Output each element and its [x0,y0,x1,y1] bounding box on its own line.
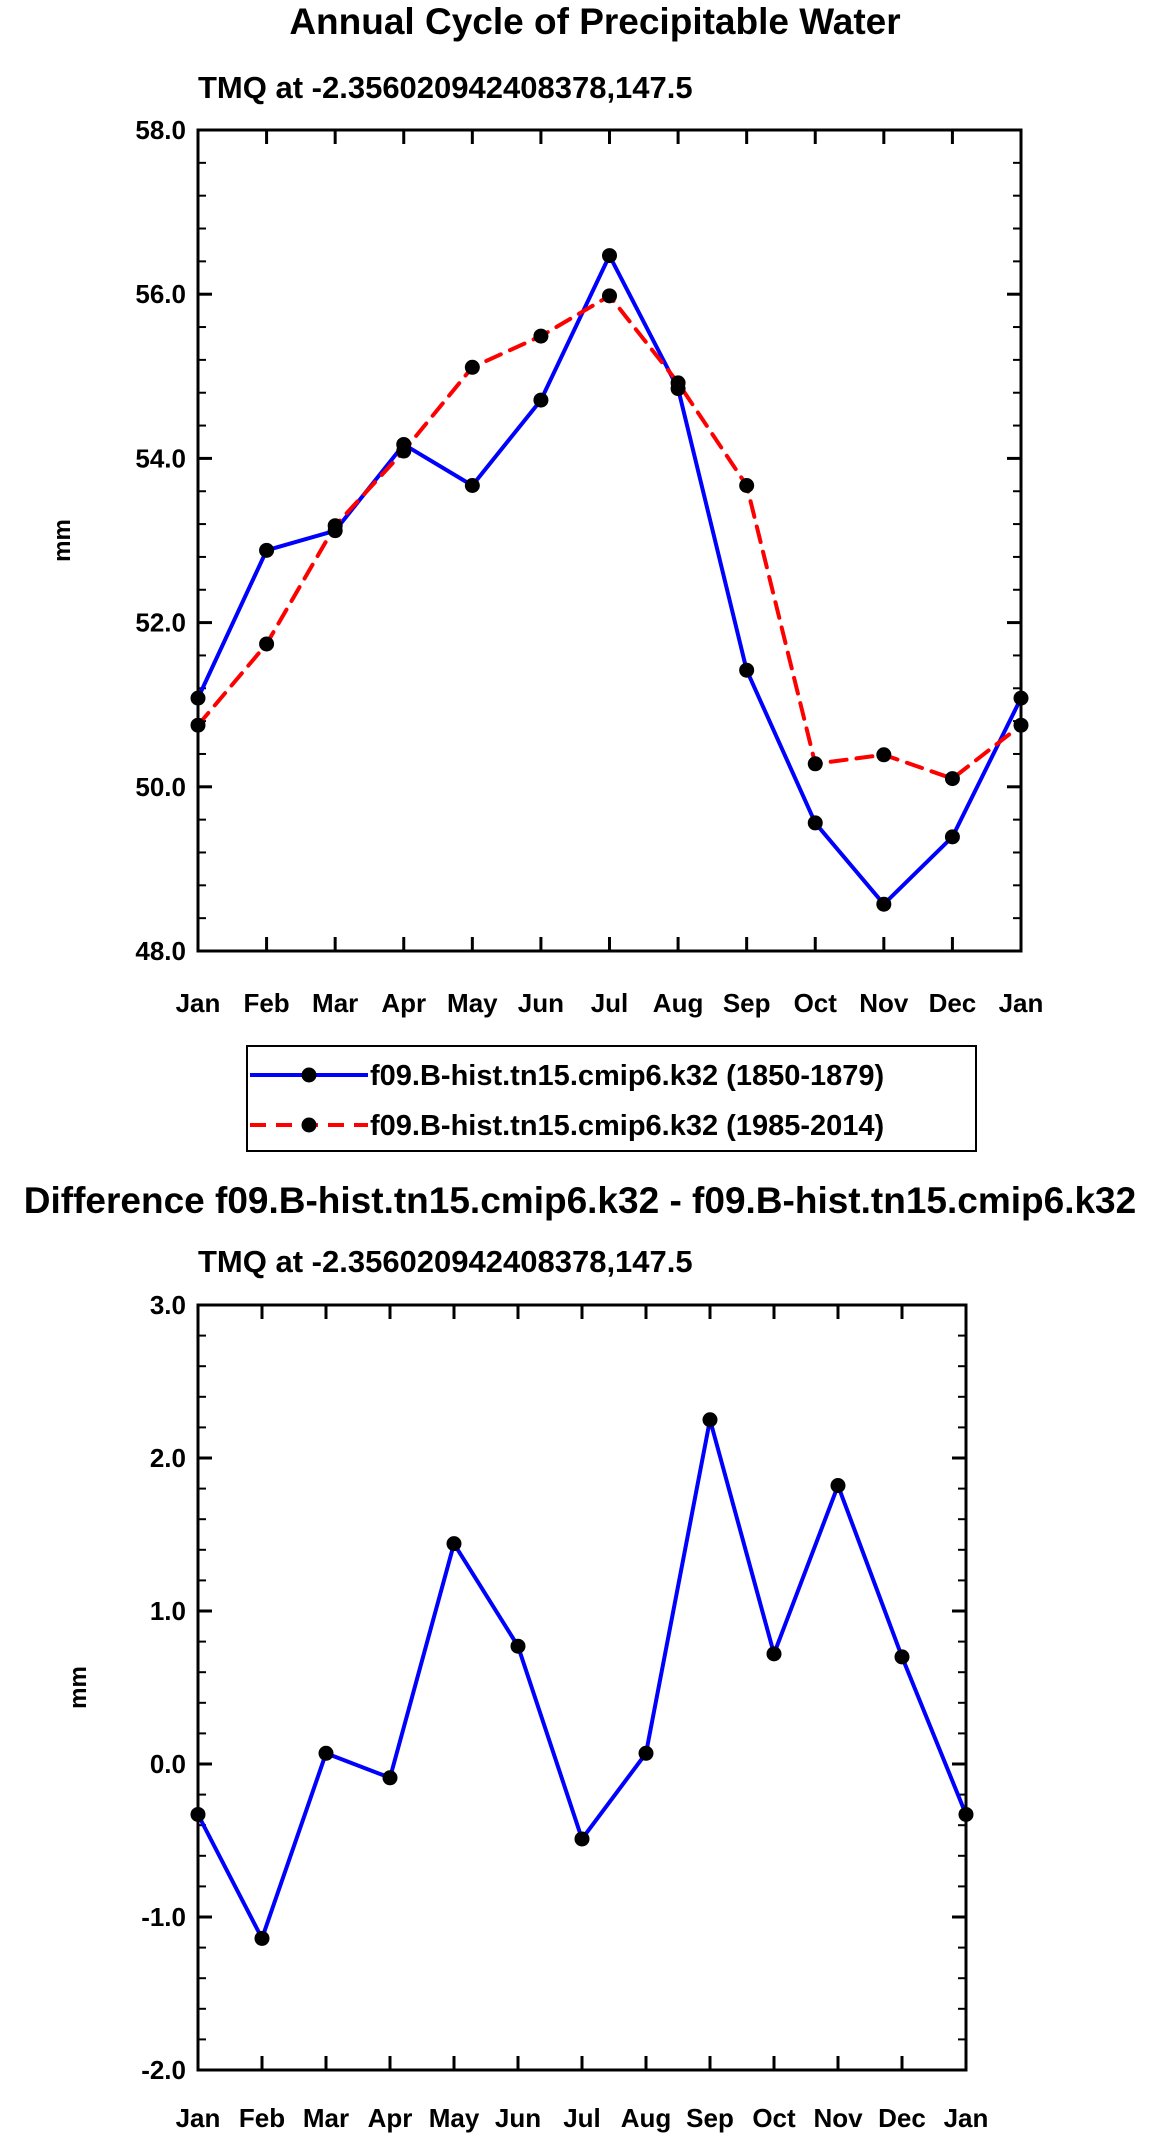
chart1-series-2-point [190,717,206,733]
chart1-series-1-line [196,253,1023,907]
chart2-series-1-point [382,1770,398,1786]
chart2-ylabel: mm [65,1666,92,1709]
chart2-series-1-point [254,1930,270,1946]
chart2-xtick-label: Mar [303,2103,349,2133]
chart2-subtitle: TMQ at -2.356020942408378,147.5 [198,1244,693,1279]
chart1-ytick-label: 48.0 [135,936,186,966]
chart1-xtick-label: May [447,988,498,1018]
chart2-xtick-label: Nov [813,2103,863,2133]
chart1-legend-marker-2 [301,1117,317,1133]
chart1-series-2-point [944,771,960,787]
chart1-series-1-point [807,815,823,831]
chart1-series-2-point [259,636,275,652]
chart2-xtick-label: Jan [944,2103,989,2133]
chart1-ytick-label: 58.0 [135,115,186,145]
chart2-title: Difference f09.B-hist.tn15.cmip6.k32 - f… [24,1180,1136,1221]
chart1-series-2-point [464,359,480,375]
chart1-legend-box [246,1045,977,1152]
chart2-xtick-label: Jul [563,2103,601,2133]
chart1-series-2-point [876,747,892,763]
chart1-series-2-point [533,328,549,344]
chart2-series-1-point [638,1745,654,1761]
chart1-legend-marker-1 [301,1067,317,1083]
chart2-series-1-point [446,1536,462,1552]
chart1-series-1-point [876,896,892,912]
chart1-xtick-label: Jan [176,988,221,1018]
chart2-xtick-label: May [429,2103,480,2133]
chart2-series-1-point [766,1646,782,1662]
chart1-series-1-point [602,248,617,264]
chart2-series-1-point [958,1806,974,1822]
chart2-xtick-label: Jun [495,2103,541,2133]
chart1-series-1-point [739,662,755,678]
chart1-xtick-label: Mar [312,988,358,1018]
chart2-series-1-point [574,1831,590,1847]
chart1-series-2-line [196,293,1023,781]
chart2-series-1-point [830,1478,846,1494]
chart1-series-2-point [1013,717,1029,733]
chart2-xtick-label: Jan [176,2103,221,2133]
chart1-ytick-label: 54.0 [135,443,186,473]
chart2-series-1-line [196,1417,968,1941]
chart1-series-2-point [739,477,755,493]
chart2-xtick-label: Sep [686,2103,734,2133]
chart2-xtick-label: Dec [878,2103,926,2133]
chart1-xtick-label: Feb [243,988,289,1018]
chart1-xtick-label: Jul [591,988,629,1018]
chart1-title: Annual Cycle of Precipitable Water [289,1,900,42]
chart1-ytick-label: 52.0 [135,608,186,638]
chart1-series-2-point [602,288,617,304]
chart1-legend-label-1: f09.B-hist.tn15.cmip6.k32 (1850-1879) [370,1060,884,1092]
chart1-xtick-label: Nov [859,988,909,1018]
chart1-subtitle: TMQ at -2.356020942408378,147.5 [198,70,693,105]
chart1-xtick-label: Jan [999,988,1044,1018]
chart1-xtick-label: Sep [723,988,771,1018]
chart1-ytick-label: 50.0 [135,772,186,802]
chart2-xtick-label: Aug [621,2103,672,2133]
chart2-series-1-point [190,1806,206,1822]
chart2-xtick-label: Feb [239,2103,285,2133]
chart1-series-2-point [327,518,343,534]
chart1-xtick-label: Aug [653,988,704,1018]
chart2-plot-frame [196,1303,968,2072]
chart2-ytick-label: 2.0 [150,1443,186,1473]
chart1-xtick-label: Dec [929,988,977,1018]
chart1-series-1-point [464,477,480,493]
chart1-xtick-label: Apr [381,988,426,1018]
chart1-ylabel: mm [49,519,76,562]
chart1-legend-label-2: f09.B-hist.tn15.cmip6.k32 (1985-2014) [370,1110,884,1142]
chart1-xtick-label: Oct [794,988,838,1018]
chart1-xtick-label: Jun [518,988,564,1018]
chart1-series-2-point [396,443,412,459]
chart2-xtick-label: Oct [752,2103,796,2133]
chart2-series-1-point [318,1745,334,1761]
chart2-ytick-label: 1.0 [150,1596,186,1626]
chart2-ytick-label: -2.0 [141,2055,186,2085]
chart1-series-1-point [533,392,549,408]
chart2-xtick-label: Apr [368,2103,413,2133]
chart2-ytick-label: 0.0 [150,1749,186,1779]
chart1-series-1-point [190,690,206,706]
chart1-series-1-point [259,542,275,558]
chart1-series-1-point [1013,690,1029,706]
chart1-ytick-label: 56.0 [135,279,186,309]
chart2-series-1-point [702,1412,718,1428]
chart2-series-1-point [510,1638,526,1654]
chart2-series-1-point [894,1649,910,1665]
chart1-series-2-point [807,756,823,772]
chart2-ytick-label: 3.0 [150,1290,186,1320]
chart1-series-2-point [670,375,686,391]
chart2-ytick-label: -1.0 [141,1902,186,1932]
chart1-series-1-point [944,829,960,845]
